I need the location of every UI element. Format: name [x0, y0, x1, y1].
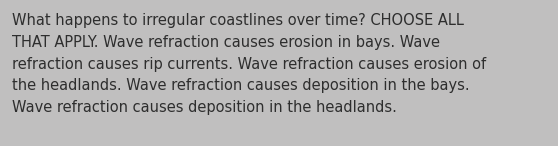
Text: THAT APPLY. Wave refraction causes erosion in bays. Wave: THAT APPLY. Wave refraction causes erosi…: [12, 35, 440, 50]
Text: What happens to irregular coastlines over time? CHOOSE ALL: What happens to irregular coastlines ove…: [12, 13, 464, 28]
Text: refraction causes rip currents. Wave refraction causes erosion of: refraction causes rip currents. Wave ref…: [12, 57, 486, 72]
Text: Wave refraction causes deposition in the headlands.: Wave refraction causes deposition in the…: [12, 100, 397, 115]
Text: the headlands. Wave refraction causes deposition in the bays.: the headlands. Wave refraction causes de…: [12, 78, 470, 93]
